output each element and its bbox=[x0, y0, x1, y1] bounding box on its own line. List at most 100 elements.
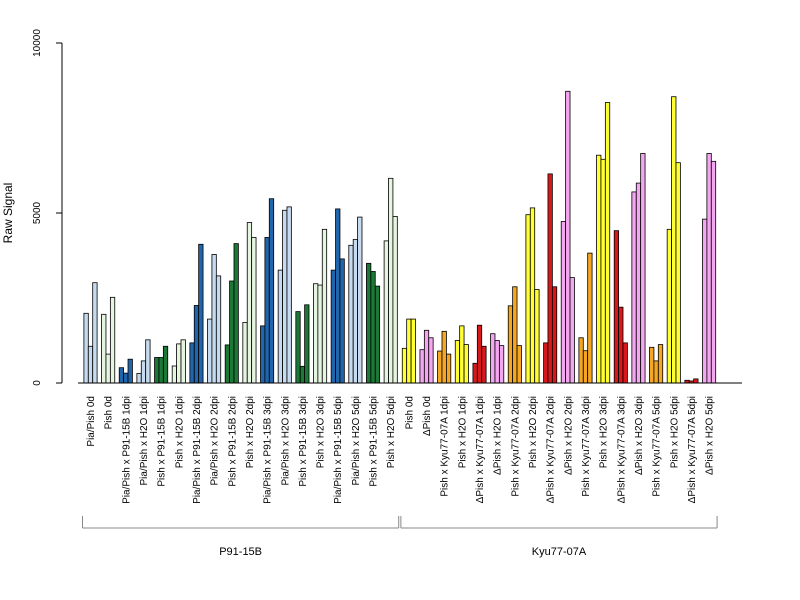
bar bbox=[604, 102, 611, 384]
bar bbox=[92, 282, 98, 384]
bar bbox=[525, 214, 531, 384]
bar bbox=[145, 339, 151, 384]
bar bbox=[180, 339, 186, 384]
bar bbox=[569, 277, 575, 384]
bar bbox=[282, 209, 288, 384]
bar bbox=[454, 340, 461, 384]
bar bbox=[441, 330, 447, 384]
bar bbox=[428, 337, 434, 384]
x-tick-label: Pish 0d bbox=[404, 396, 415, 429]
bar bbox=[596, 154, 602, 384]
bar bbox=[348, 244, 354, 384]
bar bbox=[295, 311, 301, 384]
bar bbox=[215, 275, 222, 384]
x-tick-label: Pish x H2O 5dpi bbox=[669, 396, 680, 468]
bar bbox=[374, 285, 381, 384]
bar bbox=[140, 360, 147, 384]
bar bbox=[335, 208, 341, 384]
x-tick-label: ΔPish x Kyu77-07A 3dpi bbox=[616, 396, 627, 503]
bar bbox=[83, 312, 89, 384]
bar bbox=[313, 283, 319, 384]
x-tick-label: Pish x H2O 2dpi bbox=[245, 396, 256, 468]
x-tick-label: ΔPish x Kyu77-07A 1dpi bbox=[475, 396, 486, 503]
x-tick-label: Pia/Pish x P91-15B 5dpi bbox=[333, 396, 344, 504]
bar bbox=[207, 318, 213, 384]
x-tick-label: Pish x H2O 3dpi bbox=[599, 396, 610, 468]
y-axis-label: Raw Signal bbox=[1, 183, 15, 244]
x-tick-label: Pia/Pish x P91-15B 1dpi bbox=[121, 396, 132, 504]
x-tick-label: ΔPish x H2O 2dpi bbox=[563, 396, 574, 475]
bar bbox=[560, 221, 567, 384]
bar bbox=[710, 160, 717, 384]
x-tick-label: Pish x P91-15B 2dpi bbox=[227, 396, 238, 487]
bar bbox=[193, 305, 200, 384]
bar bbox=[675, 162, 681, 384]
bar bbox=[229, 280, 235, 384]
y-tick-label: 0 bbox=[32, 380, 43, 386]
x-tick-label: Pish x H2O 2dpi bbox=[528, 396, 539, 468]
x-tick-label: Pish x H2O 1dpi bbox=[457, 396, 468, 468]
x-tick-label: Pia/Pish x P91-15B 2dpi bbox=[192, 396, 203, 504]
bar bbox=[123, 372, 129, 384]
bar bbox=[702, 218, 708, 384]
bar bbox=[494, 340, 500, 384]
bar bbox=[534, 289, 540, 384]
x-tick-label: Pia/Pish x P91-15B 3dpi bbox=[263, 396, 274, 504]
bar bbox=[109, 296, 116, 384]
bar bbox=[671, 96, 677, 384]
x-tick-label: Pish x Kyu77-07A 1dpi bbox=[440, 396, 451, 497]
bar bbox=[101, 313, 107, 384]
bar bbox=[618, 306, 624, 384]
x-tick-label: Pish x Kyu77-07A 3dpi bbox=[581, 396, 592, 497]
bar bbox=[423, 329, 430, 384]
bar bbox=[551, 286, 558, 384]
bar bbox=[631, 191, 637, 384]
bar bbox=[463, 344, 469, 384]
bar bbox=[600, 158, 606, 384]
bar bbox=[388, 177, 394, 384]
bar bbox=[317, 284, 323, 384]
bar bbox=[330, 269, 336, 384]
bar bbox=[547, 173, 553, 384]
bar bbox=[366, 262, 372, 384]
bar bbox=[587, 252, 593, 384]
bar bbox=[498, 345, 505, 384]
bar bbox=[640, 153, 646, 384]
bar bbox=[176, 343, 182, 384]
bar bbox=[321, 228, 328, 384]
bar bbox=[299, 365, 306, 384]
bar bbox=[490, 333, 496, 384]
bar bbox=[635, 182, 642, 384]
bar bbox=[158, 357, 164, 384]
bar bbox=[264, 237, 270, 384]
bar bbox=[472, 362, 478, 384]
bar-series bbox=[83, 90, 717, 384]
x-tick-label: Pish x H2O 1dpi bbox=[174, 396, 185, 468]
bar bbox=[304, 304, 310, 384]
x-tick-label: ΔPish x H2O 1dpi bbox=[493, 396, 504, 475]
bar bbox=[706, 153, 712, 384]
x-tick-label: ΔPish x H2O 3dpi bbox=[634, 396, 645, 475]
bar bbox=[136, 373, 142, 384]
bar bbox=[613, 230, 620, 384]
bar bbox=[118, 367, 125, 384]
x-tick-labels: Pia/Pish 0d Pish 0d Pia/Pish x P91-15B 1dp… bbox=[86, 396, 716, 504]
y-tick-label: 5000 bbox=[32, 201, 43, 224]
group-label: P91-15B bbox=[219, 546, 262, 558]
bar bbox=[401, 347, 408, 384]
group-brackets: P91-15B Kyu77-07A bbox=[82, 516, 718, 558]
bar bbox=[406, 318, 412, 384]
x-tick-label: ΔPish x Kyu77-07A 5dpi bbox=[687, 396, 698, 503]
bar bbox=[410, 318, 416, 384]
bar bbox=[242, 322, 248, 384]
y-axis: 0 5000 10000 bbox=[32, 29, 63, 386]
bar bbox=[582, 350, 589, 384]
bar bbox=[105, 353, 111, 384]
bar bbox=[224, 344, 230, 384]
x-tick-label: Pia/Pish x H2O 5dpi bbox=[351, 396, 362, 486]
bar bbox=[357, 216, 363, 384]
bar bbox=[507, 305, 514, 384]
bar bbox=[260, 325, 266, 384]
x-tick-label: Pish x H2O 5dpi bbox=[386, 396, 397, 468]
